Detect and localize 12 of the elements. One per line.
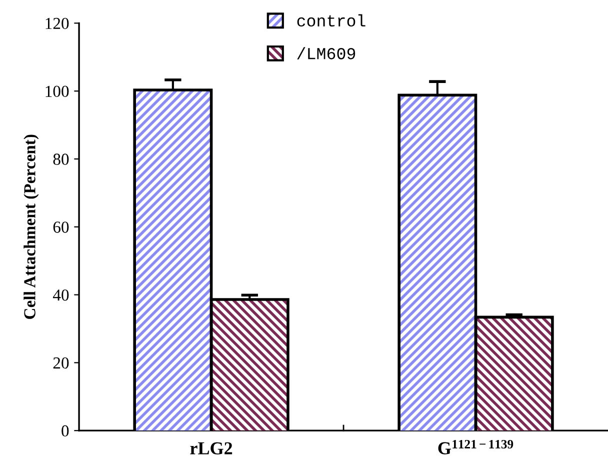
y-tick-label: 60 — [53, 222, 69, 233]
y-tick-label: 40 — [52, 289, 69, 301]
y-tick-label: 100 — [46, 86, 69, 98]
legend-label: /LM609 — [297, 47, 356, 60]
legend-label: control — [297, 14, 366, 27]
x-tick-label: rLG2 — [190, 442, 232, 454]
y-tick-label: 120 — [46, 18, 69, 30]
y-tick-label: 0 — [62, 425, 69, 437]
y-tick-label: 80 — [53, 154, 69, 165]
x-tick-label: G$^{1121−1139}$ — [438, 440, 514, 454]
y-tick-label: 20 — [53, 357, 69, 369]
y-axis-title: Cell Attachment (Percent) — [24, 134, 39, 319]
